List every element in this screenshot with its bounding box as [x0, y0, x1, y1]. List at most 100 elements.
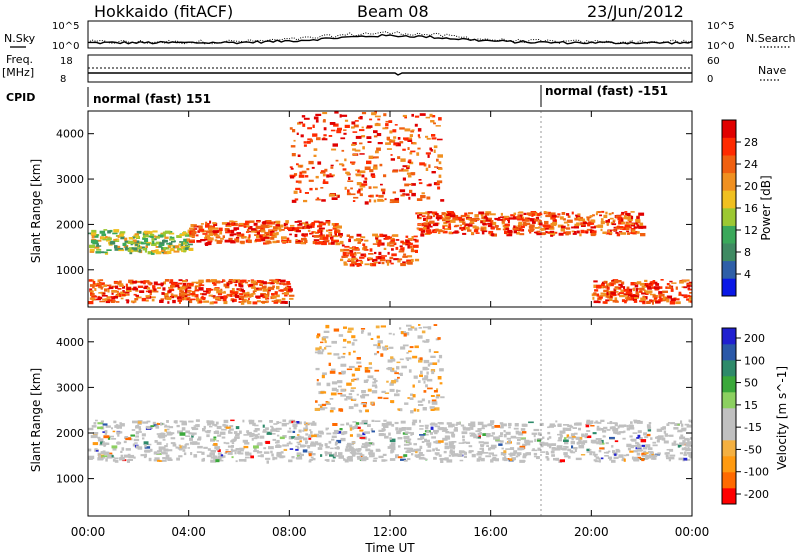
heatmap-cell: [128, 247, 134, 251]
heatmap-cell: [387, 251, 390, 255]
heatmap-cell: [109, 241, 116, 245]
heatmap-cell: [574, 432, 578, 435]
heatmap-cell: [306, 140, 311, 144]
heatmap-cell: [183, 293, 187, 296]
heatmap-cell: [592, 296, 595, 300]
heatmap-cell: [433, 390, 438, 393]
heatmap-cell: [90, 297, 95, 300]
heatmap-cell: [296, 441, 300, 444]
heatmap-cell: [369, 194, 374, 198]
heatmap-cell: [191, 281, 196, 284]
heatmap-cell: [339, 235, 342, 238]
heatmap-cell: [408, 242, 413, 246]
heatmap-cell: [466, 441, 471, 444]
heatmap-cell: [682, 279, 687, 283]
heatmap-cell: [308, 179, 314, 182]
heatmap-cell: [404, 431, 409, 434]
heatmap-cell: [437, 337, 441, 340]
heatmap-cell: [461, 218, 464, 222]
heatmap-cell: [325, 453, 328, 457]
heatmap-cell: [528, 214, 532, 217]
heatmap-cell: [635, 441, 638, 445]
heatmap-cell: [315, 347, 320, 351]
heatmap-cell: [372, 166, 378, 170]
heatmap-cell: [162, 239, 168, 243]
heatmap-cell: [320, 232, 323, 236]
heatmap-cell: [208, 240, 212, 243]
heatmap-cell: [449, 450, 455, 454]
heatmap-cell: [223, 279, 226, 282]
heatmap-cell: [580, 454, 586, 456]
heatmap-cell: [500, 426, 504, 429]
heatmap-cell: [159, 299, 164, 303]
colorbar-segment: [722, 225, 736, 244]
heatmap-cell: [162, 251, 169, 255]
heatmap-cell: [527, 440, 534, 443]
heatmap-cell: [399, 189, 406, 193]
heatmap-cell: [329, 398, 334, 400]
heatmap-cell: [117, 292, 123, 295]
heatmap-cell: [482, 222, 487, 226]
heatmap-cell: [177, 299, 182, 302]
heatmap-cell: [458, 442, 465, 444]
heatmap-cell: [324, 239, 330, 242]
heatmap-cell: [627, 296, 631, 300]
heatmap-cell: [560, 228, 566, 232]
heatmap-cell: [373, 199, 377, 203]
heatmap-cell: [401, 365, 407, 369]
heatmap-cell: [357, 242, 361, 244]
heatmap-cell: [457, 453, 463, 457]
heatmap-cell: [309, 429, 312, 432]
heatmap-cell: [518, 223, 523, 226]
heatmap-cell: [331, 223, 335, 226]
heatmap-cell: [298, 429, 302, 433]
heatmap-cell: [488, 423, 494, 426]
heatmap-cell: [337, 392, 343, 395]
heatmap-cell: [371, 430, 375, 433]
heatmap-cell: [426, 449, 432, 452]
heatmap-cell: [598, 457, 601, 460]
heatmap-cell: [357, 169, 360, 173]
heatmap-cell: [424, 232, 431, 235]
heatmap-cell: [280, 300, 286, 304]
heatmap-cell: [410, 432, 414, 435]
heatmap-cell: [248, 419, 252, 423]
heatmap-cell: [559, 459, 565, 463]
heatmap-cell: [136, 296, 142, 299]
heatmap-cell: [422, 457, 426, 460]
heatmap-cell: [266, 242, 270, 245]
heatmap-cell: [273, 280, 278, 284]
heatmap-cell: [123, 440, 127, 444]
heatmap-cell: [132, 288, 139, 291]
heatmap-cell: [221, 222, 228, 225]
heatmap-cell: [576, 442, 582, 445]
heatmap-cell: [299, 171, 303, 175]
heatmap-cell: [411, 236, 414, 240]
heatmap-cell: [606, 451, 609, 454]
heatmap-cell: [645, 290, 652, 294]
heatmap-cell: [586, 216, 592, 219]
heatmap-cell: [265, 440, 271, 444]
heatmap-cell: [351, 441, 356, 444]
heatmap-cell: [398, 250, 405, 253]
heatmap-cell: [378, 261, 381, 264]
heatmap-cell: [172, 299, 176, 304]
heatmap-cell: [309, 458, 313, 461]
heatmap-cell: [468, 445, 473, 448]
heatmap-cell: [411, 113, 414, 117]
heatmap-cell: [346, 396, 350, 399]
heatmap-cell: [377, 396, 383, 399]
heatmap-cell: [400, 428, 406, 431]
heatmap-cell: [647, 426, 652, 429]
heatmap-cell: [245, 220, 251, 224]
heatmap-cell: [189, 441, 195, 445]
heatmap-cell: [362, 456, 367, 459]
heatmap-cell: [199, 284, 205, 287]
heatmap-cell: [307, 422, 311, 425]
heatmap-cell: [624, 224, 629, 228]
heatmap-cell: [307, 223, 313, 226]
heatmap-cell: [385, 142, 391, 145]
heatmap-cell: [272, 285, 275, 288]
heatmap-cell: [384, 392, 390, 394]
heatmap-cell: [142, 437, 145, 440]
